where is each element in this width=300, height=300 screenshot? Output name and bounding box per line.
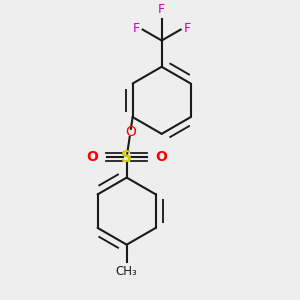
Text: S: S [121,150,132,165]
Text: O: O [86,150,98,164]
Text: F: F [184,22,190,34]
Text: O: O [155,150,167,164]
Text: F: F [158,3,165,16]
Text: O: O [125,125,136,139]
Text: CH₃: CH₃ [116,265,137,278]
Text: F: F [133,22,140,34]
